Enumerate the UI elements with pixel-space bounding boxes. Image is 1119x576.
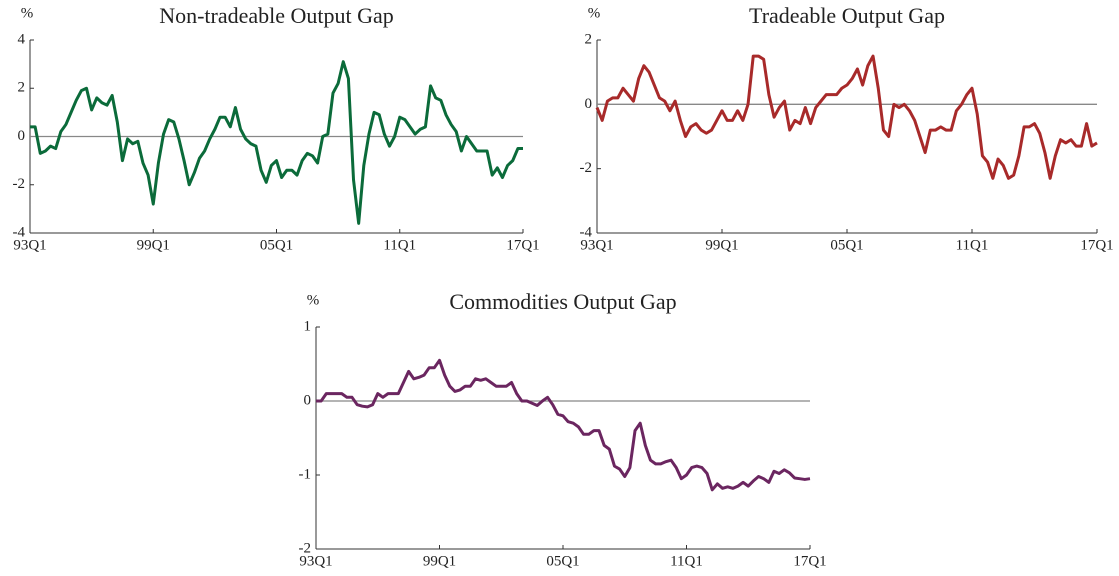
x-tick-label: 99Q1 [705,237,738,253]
series-line [595,54,1098,180]
x-tick-label: 99Q1 [137,237,170,253]
x-tick-label: 17Q1 [793,553,826,569]
x-tick-label: 11Q1 [670,553,703,569]
y-tick-label: -1 [299,466,312,482]
x-tick-label: 11Q1 [956,237,989,253]
x-tick-label: 93Q1 [299,553,332,569]
x-tick-label: 05Q1 [546,553,579,569]
y-tick-label: 4 [18,31,26,47]
y-tick-label: 2 [585,31,593,47]
y-tick-label: 0 [304,392,312,408]
x-tick-label: 17Q1 [506,237,539,253]
chart-title: Non-tradeable Output Gap [159,3,394,28]
x-tick-label: 11Q1 [383,237,416,253]
y-tick-label: 0 [18,128,26,144]
y-unit: % [21,5,34,21]
y-tick-label: -2 [580,160,593,176]
series-line [30,60,523,225]
y-tick-label: 0 [585,96,593,112]
x-tick-label: 05Q1 [830,237,863,253]
chart-title: Commodities Output Gap [449,289,676,314]
x-tick-label: 17Q1 [1080,237,1113,253]
y-tick-label: 1 [304,318,312,334]
y-unit: % [588,5,601,21]
series-line [316,358,811,492]
y-tick-label: 2 [18,80,26,96]
x-tick-label: 93Q1 [13,237,46,253]
x-tick-label: 99Q1 [423,553,456,569]
x-tick-label: 05Q1 [260,237,293,253]
chart-title: Tradeable Output Gap [749,3,945,28]
y-tick-label: -2 [13,176,26,192]
y-tick-label: -4 [13,224,26,240]
x-tick-label: 93Q1 [580,237,613,253]
y-unit: % [307,292,320,308]
y-tick-label: -4 [580,224,593,240]
y-tick-label: -2 [299,540,312,556]
